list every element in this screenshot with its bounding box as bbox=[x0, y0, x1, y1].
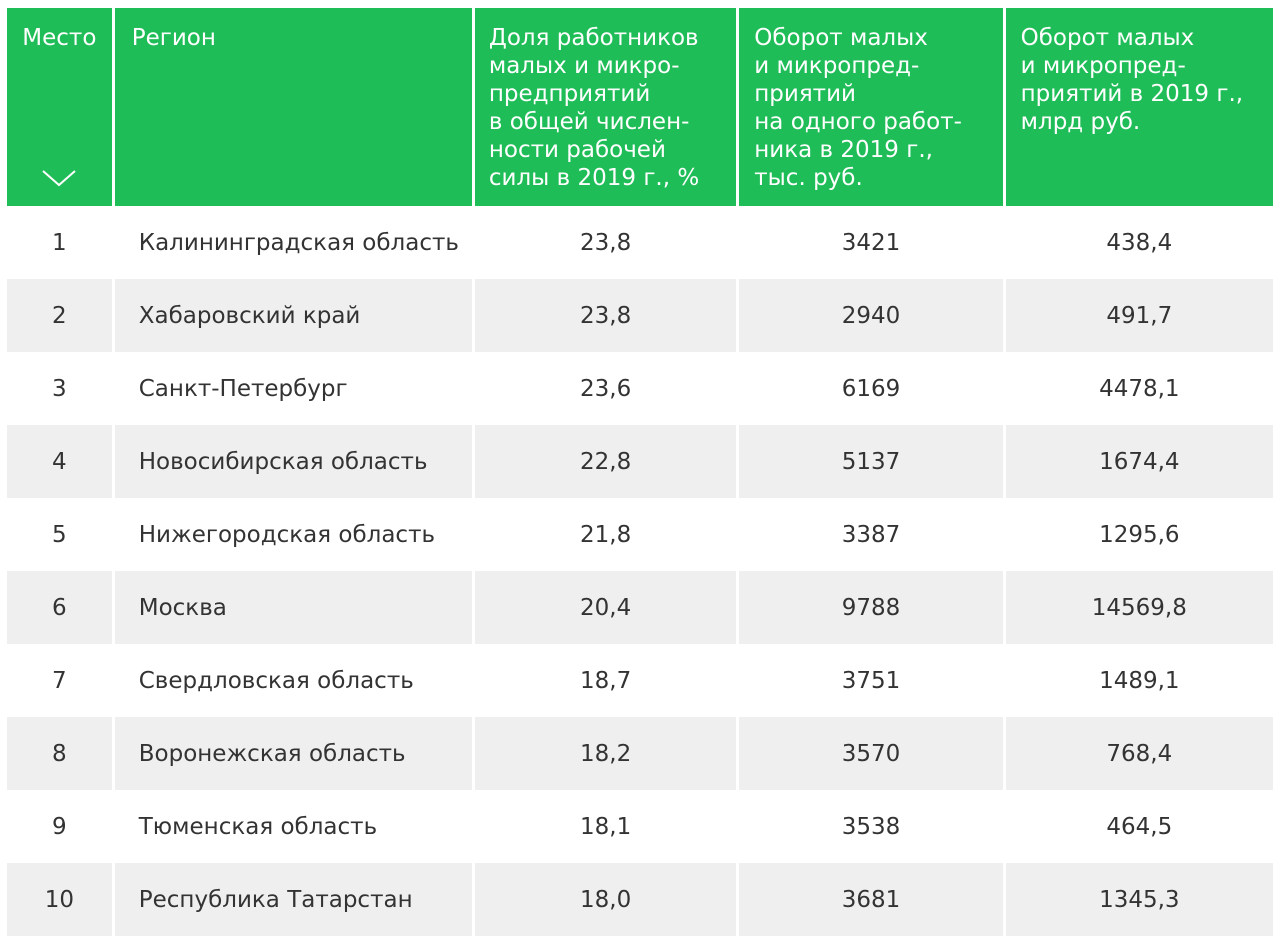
per-worker-cell: 3751 bbox=[739, 644, 1003, 717]
place-cell: 5 bbox=[7, 498, 112, 571]
region-cell: Свердловская область bbox=[114, 644, 472, 717]
per-worker-cell: 9788 bbox=[739, 571, 1003, 644]
total-cell: 438,4 bbox=[1005, 206, 1273, 279]
column-header-turnover-total: Оборот малых и микропред- приятий в 2019… bbox=[1005, 8, 1274, 206]
place-cell: 9 bbox=[7, 790, 112, 863]
regions-table: Место Регион Доля работников малых и мик… bbox=[7, 8, 1274, 936]
share-cell: 20,4 bbox=[474, 571, 737, 644]
per-worker-cell: 3570 bbox=[739, 717, 1003, 790]
place-cell: 4 bbox=[7, 425, 112, 498]
per-worker-cell: 5137 bbox=[739, 425, 1003, 498]
total-cell: 4478,1 bbox=[1005, 352, 1273, 425]
column-header-turnover-per-worker: Оборот малых и микропред- приятий на одн… bbox=[739, 8, 1003, 206]
region-cell: Воронежская область bbox=[114, 717, 472, 790]
column-header-region: Регион bbox=[114, 8, 472, 206]
column-header-region-label: Регион bbox=[131, 25, 216, 51]
column-header-turnover-per-worker-label: Оборот малых и микропред- приятий на одн… bbox=[754, 25, 962, 191]
table-row: 7 Свердловская область 18,7 3751 1489,1 bbox=[7, 644, 1273, 717]
region-cell: Республика Татарстан bbox=[114, 863, 472, 936]
place-cell: 7 bbox=[7, 644, 112, 717]
column-header-turnover-total-label: Оборот малых и микропред- приятий в 2019… bbox=[1020, 25, 1244, 135]
column-header-share-label: Доля работников малых и микро- предприят… bbox=[488, 25, 700, 191]
total-cell: 768,4 bbox=[1005, 717, 1273, 790]
region-cell: Тюменская область bbox=[114, 790, 472, 863]
share-cell: 18,1 bbox=[474, 790, 737, 863]
table-row: 10 Республика Татарстан 18,0 3681 1345,3 bbox=[7, 863, 1273, 936]
total-cell: 491,7 bbox=[1005, 279, 1273, 352]
table-row: 8 Воронежская область 18,2 3570 768,4 bbox=[7, 717, 1273, 790]
region-cell: Москва bbox=[114, 571, 472, 644]
share-cell: 23,8 bbox=[474, 206, 737, 279]
share-cell: 18,7 bbox=[474, 644, 737, 717]
share-cell: 23,8 bbox=[474, 279, 737, 352]
table-row: 9 Тюменская область 18,1 3538 464,5 bbox=[7, 790, 1273, 863]
column-header-place-label: Место bbox=[22, 25, 97, 51]
table-row: 4 Новосибирская область 22,8 5137 1674,4 bbox=[7, 425, 1273, 498]
total-cell: 1674,4 bbox=[1005, 425, 1273, 498]
share-cell: 18,2 bbox=[474, 717, 737, 790]
per-worker-cell: 3538 bbox=[739, 790, 1003, 863]
share-cell: 21,8 bbox=[474, 498, 737, 571]
region-cell: Хабаровский край bbox=[114, 279, 472, 352]
table-row: 2 Хабаровский край 23,8 2940 491,7 bbox=[7, 279, 1273, 352]
region-cell: Новосибирская область bbox=[114, 425, 472, 498]
share-cell: 23,6 bbox=[474, 352, 737, 425]
total-cell: 14569,8 bbox=[1005, 571, 1273, 644]
total-cell: 464,5 bbox=[1005, 790, 1273, 863]
total-cell: 1295,6 bbox=[1005, 498, 1273, 571]
chevron-down-icon[interactable] bbox=[41, 168, 77, 188]
table-row: 3 Санкт-Петербург 23,6 6169 4478,1 bbox=[7, 352, 1273, 425]
region-cell: Калининградская область bbox=[114, 206, 472, 279]
place-cell: 1 bbox=[7, 206, 112, 279]
per-worker-cell: 3387 bbox=[739, 498, 1003, 571]
table-row: 5 Нижегородская область 21,8 3387 1295,6 bbox=[7, 498, 1273, 571]
region-cell: Нижегородская область bbox=[114, 498, 472, 571]
share-cell: 22,8 bbox=[474, 425, 737, 498]
place-cell: 10 bbox=[7, 863, 112, 936]
place-cell: 3 bbox=[7, 352, 112, 425]
per-worker-cell: 2940 bbox=[739, 279, 1003, 352]
per-worker-cell: 3681 bbox=[739, 863, 1003, 936]
total-cell: 1345,3 bbox=[1005, 863, 1273, 936]
place-cell: 8 bbox=[7, 717, 112, 790]
table-row: 6 Москва 20,4 9788 14569,8 bbox=[7, 571, 1273, 644]
table-row: 1 Калининградская область 23,8 3421 438,… bbox=[7, 206, 1273, 279]
place-cell: 2 bbox=[7, 279, 112, 352]
per-worker-cell: 6169 bbox=[739, 352, 1003, 425]
region-cell: Санкт-Петербург bbox=[114, 352, 472, 425]
share-cell: 18,0 bbox=[474, 863, 737, 936]
place-cell: 6 bbox=[7, 571, 112, 644]
column-header-place[interactable]: Место bbox=[7, 8, 112, 206]
total-cell: 1489,1 bbox=[1005, 644, 1273, 717]
column-header-share: Доля работников малых и микро- предприят… bbox=[474, 8, 737, 206]
per-worker-cell: 3421 bbox=[739, 206, 1003, 279]
table-header-row: Место Регион Доля работников малых и мик… bbox=[7, 8, 1274, 206]
